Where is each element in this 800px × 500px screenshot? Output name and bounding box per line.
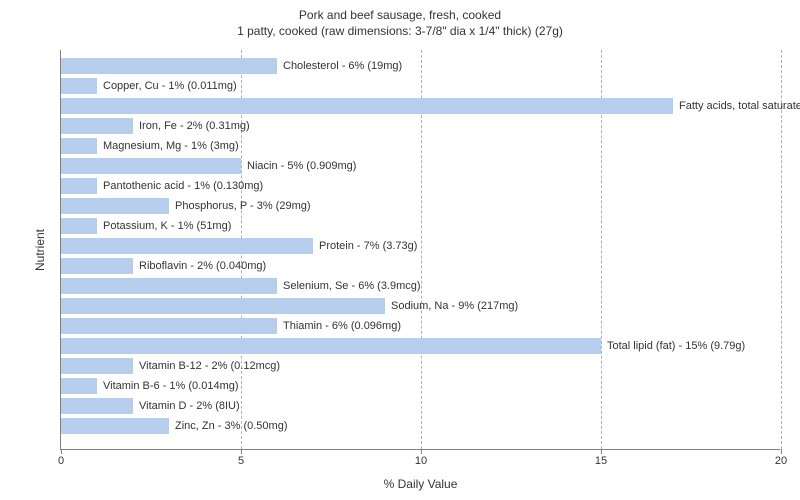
bar-row: Sodium, Na - 9% (217mg) — [61, 296, 518, 316]
bar — [61, 178, 97, 194]
bar-row: Magnesium, Mg - 1% (3mg) — [61, 136, 239, 156]
bar-row: Pantothenic acid - 1% (0.130mg) — [61, 176, 263, 196]
title-line-2: 1 patty, cooked (raw dimensions: 3-7/8" … — [0, 24, 800, 40]
bar-row: Niacin - 5% (0.909mg) — [61, 156, 356, 176]
bar-label: Sodium, Na - 9% (217mg) — [391, 300, 518, 312]
bar — [61, 258, 133, 274]
bar — [61, 218, 97, 234]
bar-label: Thiamin - 6% (0.096mg) — [283, 320, 401, 332]
bar-label: Cholesterol - 6% (19mg) — [283, 60, 402, 72]
bar-label: Vitamin B-12 - 2% (0.12mcg) — [139, 360, 280, 372]
bar — [61, 158, 241, 174]
bar-label: Copper, Cu - 1% (0.011mg) — [103, 80, 237, 92]
bar-row: Fatty acids, total saturated - 17% (3.49… — [61, 96, 800, 116]
bar — [61, 298, 385, 314]
bar — [61, 378, 97, 394]
bar-row: Vitamin D - 2% (8IU) — [61, 396, 240, 416]
bar-label: Riboflavin - 2% (0.040mg) — [139, 260, 266, 272]
bar — [61, 118, 133, 134]
bar — [61, 358, 133, 374]
nutrient-bar-chart: Pork and beef sausage, fresh, cooked 1 p… — [0, 0, 800, 500]
bar-row: Copper, Cu - 1% (0.011mg) — [61, 76, 237, 96]
bar — [61, 98, 673, 114]
bar-label: Selenium, Se - 6% (3.9mcg) — [283, 280, 421, 292]
bar-row: Potassium, K - 1% (51mg) — [61, 216, 231, 236]
bar-row: Zinc, Zn - 3% (0.50mg) — [61, 416, 287, 436]
bar — [61, 198, 169, 214]
bar-row: Riboflavin - 2% (0.040mg) — [61, 256, 266, 276]
bar-label: Zinc, Zn - 3% (0.50mg) — [175, 420, 287, 432]
bar-row: Thiamin - 6% (0.096mg) — [61, 316, 401, 336]
bar-row: Cholesterol - 6% (19mg) — [61, 56, 402, 76]
bar-label: Niacin - 5% (0.909mg) — [247, 160, 356, 172]
bar — [61, 398, 133, 414]
plot-area: Nutrient % Daily Value 05101520Cholester… — [60, 50, 780, 450]
bar — [61, 78, 97, 94]
bar-row: Total lipid (fat) - 15% (9.79g) — [61, 336, 745, 356]
bar — [61, 278, 277, 294]
bar-label: Pantothenic acid - 1% (0.130mg) — [103, 180, 263, 192]
bar — [61, 138, 97, 154]
bar — [61, 238, 313, 254]
bar-label: Potassium, K - 1% (51mg) — [103, 220, 231, 232]
bar-label: Vitamin B-6 - 1% (0.014mg) — [103, 380, 239, 392]
bar-label: Protein - 7% (3.73g) — [319, 240, 417, 252]
bar-label: Phosphorus, P - 3% (29mg) — [175, 200, 311, 212]
x-tick: 0 — [58, 449, 64, 467]
bar-row: Iron, Fe - 2% (0.31mg) — [61, 116, 250, 136]
y-axis-label: Nutrient — [33, 228, 47, 270]
bar-row: Selenium, Se - 6% (3.9mcg) — [61, 276, 421, 296]
bar — [61, 58, 277, 74]
bar — [61, 338, 601, 354]
bar-label: Magnesium, Mg - 1% (3mg) — [103, 140, 239, 152]
bar-row: Phosphorus, P - 3% (29mg) — [61, 196, 311, 216]
bar-row: Vitamin B-6 - 1% (0.014mg) — [61, 376, 239, 396]
chart-title: Pork and beef sausage, fresh, cooked 1 p… — [0, 0, 800, 39]
x-tick: 10 — [415, 449, 427, 467]
bar-label: Total lipid (fat) - 15% (9.79g) — [607, 340, 745, 352]
x-axis-label: % Daily Value — [384, 477, 458, 491]
bar-label: Fatty acids, total saturated - 17% (3.49… — [679, 100, 800, 112]
x-tick: 20 — [775, 449, 787, 467]
title-line-1: Pork and beef sausage, fresh, cooked — [0, 8, 800, 24]
bar-label: Vitamin D - 2% (8IU) — [139, 400, 240, 412]
bar — [61, 418, 169, 434]
bar-row: Vitamin B-12 - 2% (0.12mcg) — [61, 356, 280, 376]
x-tick: 15 — [595, 449, 607, 467]
x-tick: 5 — [238, 449, 244, 467]
bar-row: Protein - 7% (3.73g) — [61, 236, 417, 256]
bar-label: Iron, Fe - 2% (0.31mg) — [139, 120, 250, 132]
bar — [61, 318, 277, 334]
